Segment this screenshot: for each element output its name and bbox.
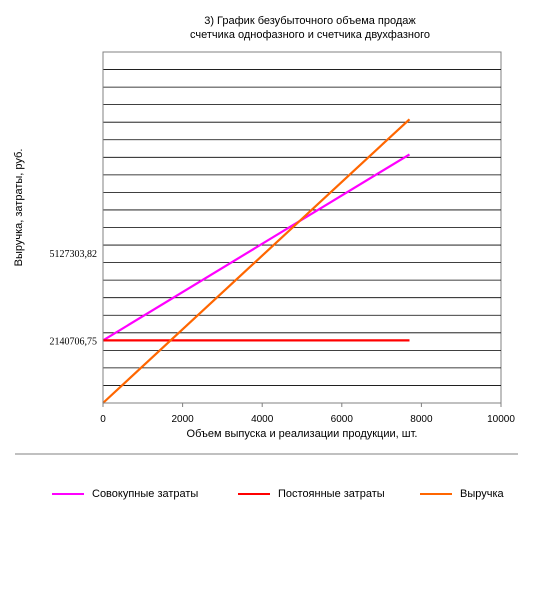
series-line-3 xyxy=(102,118,411,404)
legend-label: Постоянные затраты xyxy=(278,488,385,500)
y-tick-label: 2140706,75 xyxy=(50,336,98,347)
legend-label: Совокупные затраты xyxy=(92,488,199,500)
y-axis-label: Выручка, затраты, руб. xyxy=(13,149,25,267)
legend-label: Выручка xyxy=(460,488,504,500)
x-axis-label: Объем выпуска и реализации продукции, шт… xyxy=(187,428,418,440)
legend: Совокупные затраты Постоянные затраты Выру… xyxy=(0,488,541,504)
series-line-1 xyxy=(102,153,411,342)
y-tick-label: 5127303,82 xyxy=(50,249,98,260)
legend-item: Выручка xyxy=(420,488,504,500)
x-tick-label: 6000 xyxy=(331,414,354,425)
legend-swatch xyxy=(238,493,270,495)
legend-item: Совокупные затраты xyxy=(52,488,198,500)
x-tick-label: 4000 xyxy=(251,414,274,425)
x-tick-label: 8000 xyxy=(410,414,433,425)
chart-title: 3) График безубыточного объема продаж сч… xyxy=(100,14,520,42)
legend-swatch xyxy=(420,493,452,495)
axes: 0 2000 4000 6000 8000 10000 5127303,82 2140706,… xyxy=(50,52,515,425)
legend-swatch xyxy=(52,493,84,495)
x-tick-label: 10000 xyxy=(487,414,515,425)
legend-item: Постоянные затраты xyxy=(238,488,385,500)
series-layer xyxy=(102,118,411,404)
gridlines xyxy=(103,69,501,386)
chart-title-line-1: 3) График безубыточного объема продаж xyxy=(204,15,416,27)
chart-title-line-2: счетчика однофазного и счетчика двухфазн… xyxy=(190,29,430,41)
x-tick-label: 0 xyxy=(100,414,106,425)
x-tick-label: 2000 xyxy=(171,414,194,425)
